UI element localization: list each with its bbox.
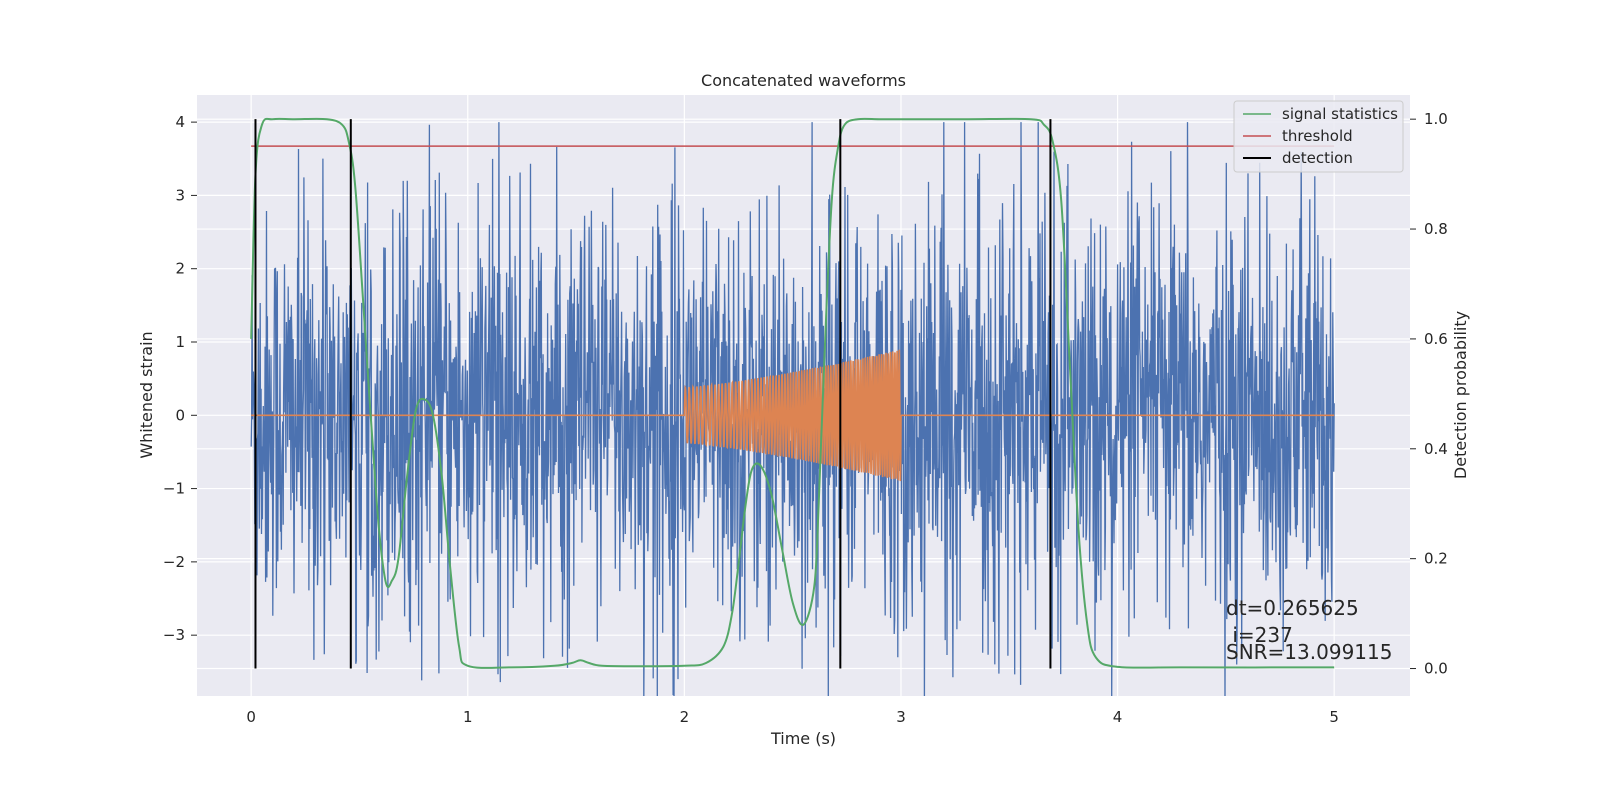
series-whitened-strain <box>250 122 1335 696</box>
y-right-tick-label: 0.8 <box>1424 220 1448 238</box>
x-tick-label: 5 <box>1329 708 1339 726</box>
series-layer <box>250 117 1335 696</box>
axes-ticks: 0 1 2 3 4 5 −3 −2 −1 0 1 2 3 4 0.0 0.2 0.4 0.6 0.8 1.0 <box>163 110 1448 726</box>
y-right-tick-label: 0.4 <box>1424 440 1448 458</box>
y-right-tick-label: 0.2 <box>1424 550 1448 568</box>
y-right-tick-label: 0.6 <box>1424 330 1448 348</box>
y-axis-label-left: Whitened strain <box>137 331 156 458</box>
legend-label-detection: detection <box>1282 149 1353 167</box>
x-tick-label: 2 <box>680 708 690 726</box>
x-tick-label: 1 <box>463 708 473 726</box>
y-left-tick-label: 1 <box>175 333 185 351</box>
series-signal-statistics <box>250 117 1335 669</box>
y-left-tick-label: −1 <box>163 480 185 498</box>
y-left-tick-label: −3 <box>163 626 185 644</box>
legend-label-signal-statistics: signal statistics <box>1282 105 1398 123</box>
x-tick-label: 3 <box>896 708 906 726</box>
annotation-dt: dt=0.265625 <box>1226 596 1359 620</box>
y-right-tick-label: 0.0 <box>1424 660 1448 678</box>
y-left-tick-label: −2 <box>163 553 185 571</box>
series-template-chirp <box>251 349 1335 482</box>
x-tick-label: 0 <box>246 708 256 726</box>
legend-box <box>1233 100 1404 173</box>
annotation-index: i=237 <box>1226 623 1293 647</box>
x-tick-label: 4 <box>1113 708 1123 726</box>
y-left-tick-label: 3 <box>175 186 185 204</box>
y-axis-label-right: Detection probability <box>1451 311 1470 479</box>
y-left-tick-label: 4 <box>175 113 185 131</box>
chart-title: Concatenated waveforms <box>701 71 906 90</box>
legend: signal statistics threshold detection <box>1233 100 1404 173</box>
y-left-tick-label: 2 <box>175 260 185 278</box>
y-left-tick-label: 0 <box>175 406 185 424</box>
x-axis-label: Time (s) <box>770 729 836 748</box>
y-right-tick-label: 1.0 <box>1424 110 1448 128</box>
legend-label-threshold: threshold <box>1282 127 1353 145</box>
annotation-snr: SNR=13.099115 <box>1226 640 1392 664</box>
